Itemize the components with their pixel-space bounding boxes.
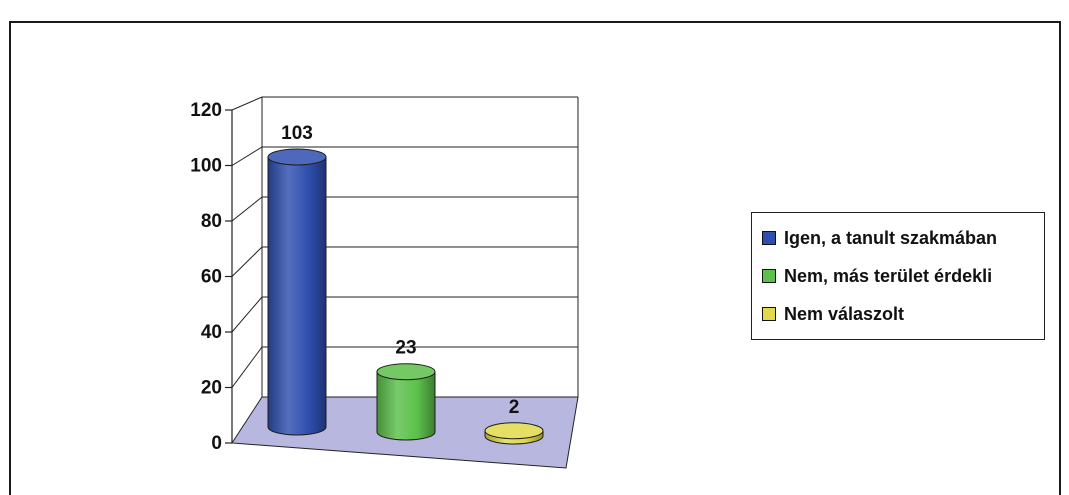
bar-value-label: 103 [281, 123, 313, 144]
side-wall-gridline [231, 146, 263, 166]
side-wall-gridline [231, 296, 263, 333]
y-tick-label: 40 [201, 322, 222, 343]
y-tick-label: 100 [190, 156, 222, 177]
legend-label-nem-mas: Nem, más terület érdekli [784, 265, 993, 286]
legend-swatch-nem-mas [762, 269, 776, 283]
y-tick-label: 20 [201, 378, 222, 399]
bar-value-label: 2 [509, 397, 520, 418]
bar-cylinder-top [267, 148, 327, 166]
side-wall-gridline [231, 196, 263, 222]
bar-value-label: 23 [395, 338, 416, 359]
legend-item-igen: Igen, a tanult szakmában [762, 219, 1044, 257]
legend: Igen, a tanult szakmában Nem, más terüle… [751, 212, 1045, 340]
legend-swatch-nem-valaszolt [762, 307, 776, 321]
bar-cylinder-body [267, 156, 327, 436]
legend-item-nem-mas: Nem, más terület érdekli [762, 257, 1044, 295]
bar-cylinder-body [376, 371, 436, 441]
side-wall-gridline [231, 246, 263, 277]
legend-swatch-igen [762, 231, 776, 245]
y-tick-label: 60 [201, 267, 222, 288]
y-tick-label: 0 [211, 433, 222, 454]
legend-label-igen: Igen, a tanult szakmában [784, 227, 998, 248]
legend-item-nem-valaszolt: Nem válaszolt [762, 295, 1044, 333]
y-tick-label: 80 [201, 211, 222, 232]
side-wall-gridline [231, 346, 263, 388]
legend-label-nem-valaszolt: Nem válaszolt [784, 303, 905, 324]
bar-cylinder-top [376, 363, 436, 381]
bar-cylinder-top [484, 422, 544, 440]
side-wall-gridline [231, 96, 263, 111]
y-tick-label: 120 [190, 100, 222, 121]
